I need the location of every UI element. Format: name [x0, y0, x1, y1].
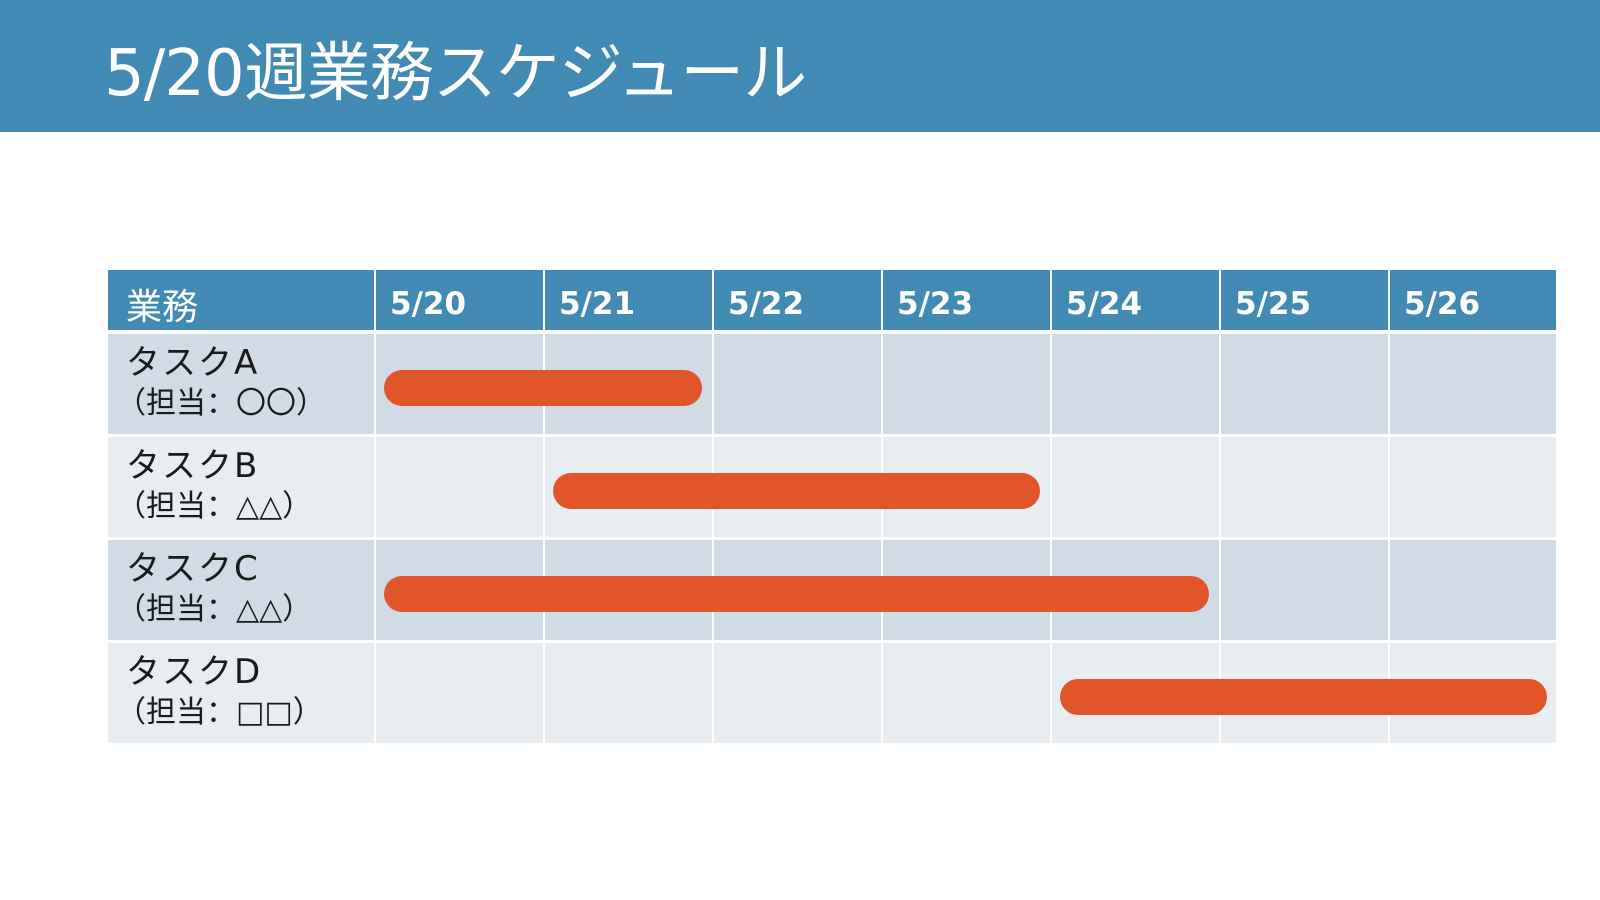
grid-line — [374, 643, 376, 743]
grid-line — [1388, 540, 1390, 640]
title-bar: 5/20週業務スケジュール — [0, 0, 1600, 132]
task-owner: （担当：△△） — [116, 591, 313, 627]
task-label: タスクA （担当：〇〇） — [116, 342, 326, 422]
header-date-4: 5/23 — [881, 270, 1049, 330]
grid-line — [543, 437, 545, 537]
grid-line — [881, 643, 883, 743]
grid-line — [712, 334, 714, 434]
header-date-6: 5/25 — [1219, 270, 1387, 330]
table-row: タスクC （担当：△△） — [108, 540, 1556, 640]
grid-line — [543, 643, 545, 743]
grid-line — [712, 643, 714, 743]
grid-line — [1219, 540, 1221, 640]
gantt-bar-4 — [1060, 679, 1547, 715]
grid-line — [374, 540, 376, 640]
header-date-5: 5/24 — [1050, 270, 1218, 330]
table-header-row: 業務 5/20 5/21 5/22 5/23 5/24 5/25 5/26 — [108, 270, 1556, 330]
task-owner: （担当：△△） — [116, 488, 313, 524]
task-name: タスクA — [126, 343, 260, 383]
grid-line — [1050, 334, 1052, 434]
grid-line — [1050, 437, 1052, 537]
header-date-3: 5/22 — [712, 270, 880, 330]
task-label: タスクB （担当：△△） — [116, 445, 312, 525]
task-name: タスクD — [126, 652, 263, 692]
task-label: タスクC （担当：△△） — [116, 548, 312, 628]
grid-line — [1219, 334, 1221, 434]
task-owner: （担当：〇〇） — [116, 385, 326, 421]
grid-line — [881, 334, 883, 434]
grid-line — [374, 437, 376, 537]
grid-line — [374, 334, 376, 434]
header-date-2: 5/21 — [543, 270, 711, 330]
gantt-bar-3 — [384, 576, 1209, 612]
grid-line — [1219, 437, 1221, 537]
task-name: タスクC — [126, 549, 260, 589]
slide-title: 5/20週業務スケジュール — [104, 37, 807, 111]
schedule-table: 業務 5/20 5/21 5/22 5/23 5/24 5/25 5/26 タスクA （担当：… — [108, 270, 1556, 749]
task-name: タスクB — [126, 446, 260, 486]
grid-line — [1388, 437, 1390, 537]
gantt-bar-1 — [384, 370, 702, 406]
header-date-1: 5/20 — [374, 270, 542, 330]
table-row: タスクD （担当：□□） — [108, 643, 1556, 743]
header-task-column: 業務 — [126, 287, 199, 328]
table-row: タスクB （担当：△△） — [108, 437, 1556, 537]
gantt-bar-2 — [553, 473, 1040, 509]
grid-line — [1050, 643, 1052, 743]
header-date-7: 5/26 — [1388, 270, 1556, 330]
grid-line — [1388, 334, 1390, 434]
task-label: タスクD （担当：□□） — [116, 651, 323, 731]
table-row: タスクA （担当：〇〇） — [108, 334, 1556, 434]
task-owner: （担当：□□） — [116, 694, 323, 730]
